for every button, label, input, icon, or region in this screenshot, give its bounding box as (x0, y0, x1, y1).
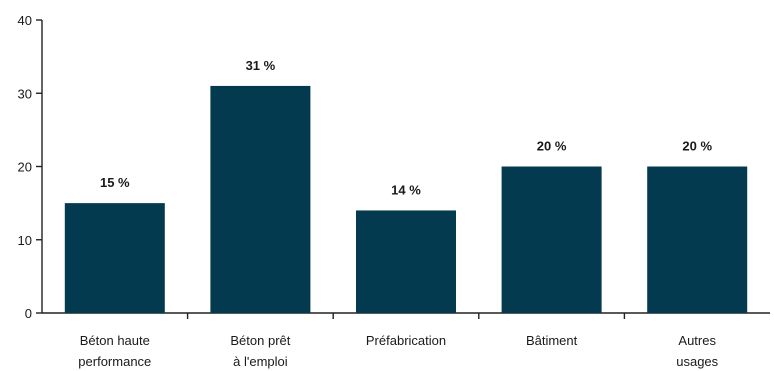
category-label: à l'emploi (233, 354, 288, 369)
category-label: Autres (678, 333, 716, 348)
bar (210, 85, 311, 313)
data-label: 20 % (682, 139, 712, 154)
data-label: 31 % (246, 58, 276, 73)
bar (647, 166, 748, 313)
category-labels: Béton haute performance Béton prêt à l'empl… (78, 333, 718, 369)
category-label: Préfabrication (366, 333, 446, 348)
x-axis (42, 312, 770, 319)
bar (501, 166, 602, 313)
category-label: usages (676, 354, 718, 369)
category-label: performance (78, 354, 151, 369)
y-tick-label: 20 (18, 160, 32, 175)
y-tick-label: 40 (18, 13, 32, 28)
category-label: Béton haute (80, 333, 150, 348)
data-label: 20 % (537, 139, 567, 154)
y-axis: 0 10 20 30 40 (18, 13, 43, 321)
bars (64, 85, 748, 313)
bar (64, 203, 165, 313)
data-label: 15 % (100, 175, 130, 190)
category-label: Bâtiment (526, 333, 578, 348)
y-tick-label: 10 (18, 233, 32, 248)
category-label: Béton prêt (230, 333, 290, 348)
data-label: 14 % (391, 182, 421, 197)
bar (356, 210, 456, 313)
y-tick-label: 0 (25, 306, 32, 321)
y-tick-label: 30 (18, 86, 32, 101)
data-labels: 15 % 31 % 14 % 20 % 20 % (100, 58, 712, 198)
